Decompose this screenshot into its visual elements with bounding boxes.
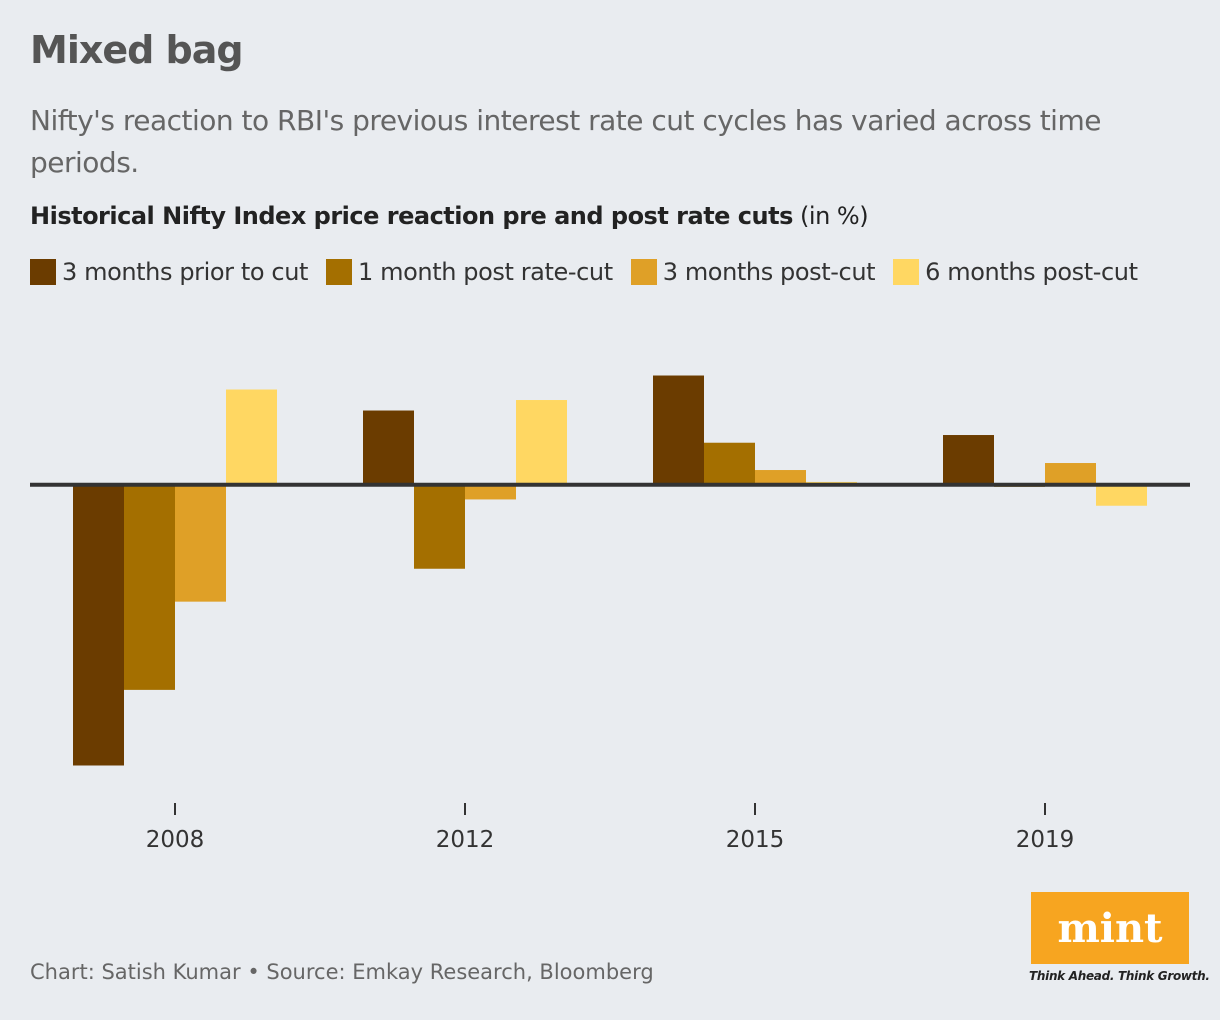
- bar-2012-4: [516, 400, 567, 485]
- logo-text: mint: [1057, 904, 1163, 952]
- legend-item: 6 months post-cut: [893, 258, 1138, 286]
- subtitle: Nifty's reaction to RBI's previous inter…: [30, 104, 1101, 179]
- legend-label: 3 months post-cut: [662, 258, 876, 286]
- bar-2012-3: [465, 484, 516, 500]
- bar-2012-2: [414, 484, 465, 569]
- chart-title-text: Historical Nifty Index price reaction pr…: [30, 202, 793, 230]
- legend-item: 1 month post rate-cut: [326, 258, 613, 286]
- x-tick-label: 2008: [146, 827, 205, 853]
- bar-2008-2: [124, 484, 175, 690]
- bar-2008-4: [226, 389, 277, 485]
- bar-2008-3: [175, 484, 226, 602]
- bar-2015-1: [653, 375, 704, 485]
- bar-2019-1: [943, 435, 994, 485]
- legend-item: 3 months post-cut: [630, 258, 876, 286]
- bar-2015-2: [704, 442, 755, 485]
- bar-chart: 2008 2012 2015 2019: [30, 375, 1190, 853]
- logo-tagline: Think Ahead. Think Growth.: [1029, 969, 1210, 983]
- legend-swatch: [630, 259, 657, 285]
- legend: 3 months prior to cut 1 month post rate-…: [30, 258, 1138, 286]
- mint-logo: mint: [1031, 892, 1189, 964]
- legend-swatch: [30, 259, 56, 285]
- bar-2008-1: [73, 484, 124, 766]
- chart-unit: (in %): [800, 202, 869, 230]
- x-tick-label: 2012: [436, 827, 495, 853]
- bar-2019-4: [1096, 484, 1147, 506]
- x-tick-label: 2015: [726, 827, 785, 853]
- legend-label: 3 months prior to cut: [62, 258, 309, 286]
- bar-2015-3: [755, 470, 806, 485]
- chart-title: Historical Nifty Index price reaction pr…: [30, 202, 869, 230]
- legend-swatch: [326, 259, 353, 285]
- legend-label: 6 months post-cut: [925, 258, 1138, 286]
- legend-item: 3 months prior to cut: [30, 258, 308, 286]
- legend-swatch: [893, 259, 920, 285]
- page-title: Mixed bag: [30, 28, 244, 72]
- x-tick-label: 2019: [1016, 827, 1075, 853]
- source-credit: Chart: Satish Kumar • Source: Emkay Rese…: [30, 960, 654, 984]
- bar-2012-1: [363, 410, 414, 485]
- bar-2019-3: [1045, 463, 1096, 485]
- legend-label: 1 month post rate-cut: [358, 258, 613, 286]
